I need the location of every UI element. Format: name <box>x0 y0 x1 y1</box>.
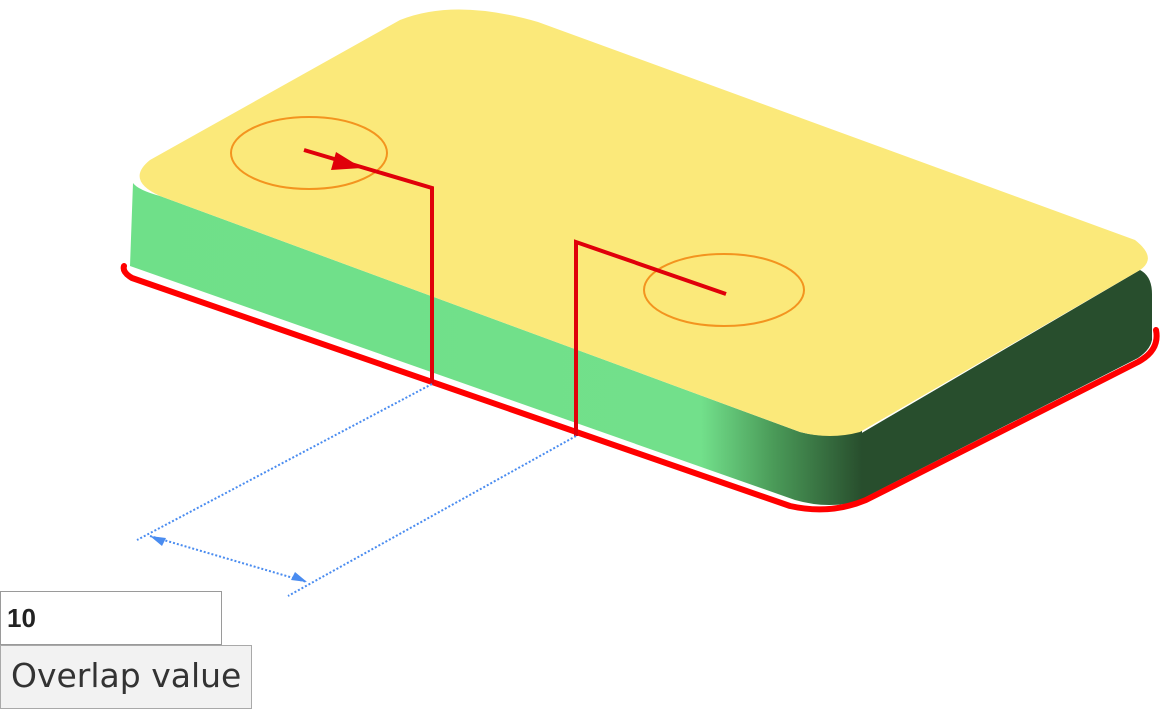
end-point-circle[interactable] <box>643 253 805 327</box>
extension-line-right <box>287 435 577 597</box>
dimension-line <box>149 535 308 583</box>
overlap-value-input[interactable] <box>0 591 222 645</box>
start-point-circle[interactable] <box>230 116 388 190</box>
dimension-arrow-right-icon <box>291 572 307 582</box>
path-line-end[interactable] <box>574 239 727 436</box>
overlap-value-label: Overlap value <box>0 645 253 709</box>
top-face[interactable] <box>139 9 1148 436</box>
side-face[interactable] <box>860 270 1152 500</box>
dimension-arrow-left-icon <box>150 536 166 546</box>
overlap-dimension[interactable] <box>136 383 577 597</box>
selected-bottom-edge[interactable] <box>120 263 1160 513</box>
front-face[interactable] <box>130 183 862 505</box>
path-direction-arrow-icon <box>331 152 362 170</box>
extension-line-left <box>136 383 433 541</box>
